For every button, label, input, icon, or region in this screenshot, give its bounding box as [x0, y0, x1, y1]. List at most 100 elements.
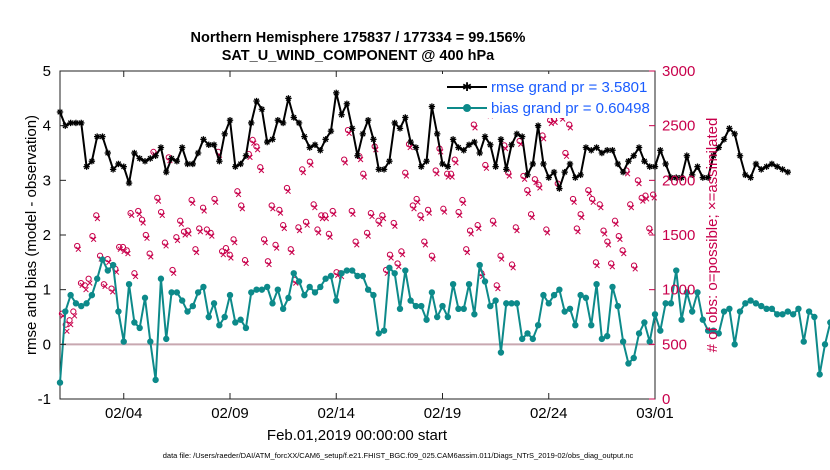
bias-point — [433, 313, 441, 321]
rmse-point-stroke — [211, 142, 217, 148]
rmse-point-stroke — [630, 152, 637, 159]
bias-point — [598, 335, 606, 343]
rmse-point-stroke — [99, 133, 106, 140]
obs-assimilated-point — [552, 119, 558, 126]
rmse-point-stroke — [296, 120, 302, 126]
rmse-point-stroke — [381, 166, 387, 173]
rmse-point — [492, 163, 499, 170]
rmse-point — [518, 133, 526, 140]
bias-point — [710, 327, 717, 334]
obs-assimilated-point — [495, 285, 501, 292]
obs-assimilated-point — [411, 206, 417, 212]
rmse-point-stroke — [684, 152, 690, 159]
bias-point — [131, 319, 138, 326]
obs-assimilated-point — [628, 204, 635, 211]
rmse-point — [561, 168, 568, 176]
bias-point — [449, 281, 457, 288]
obs-assimilated-stroke — [491, 221, 497, 227]
rmse-point — [216, 158, 223, 165]
rmse-point-stroke — [689, 172, 695, 178]
rmse-point-stroke — [163, 169, 170, 175]
obs-assimilated-stroke — [563, 153, 570, 160]
obs-assimilated-stroke — [163, 243, 169, 249]
obs-assimilated-point — [613, 221, 619, 227]
bias-point — [699, 316, 707, 323]
bias-point — [789, 311, 797, 318]
obs-assimilated-point — [418, 215, 425, 222]
rmse-point — [614, 160, 622, 168]
rmse-point — [210, 141, 218, 148]
obs-assimilated-point — [254, 146, 261, 153]
bias-point — [683, 289, 691, 296]
y-tick-label: 0 — [43, 336, 51, 353]
rmse-point-stroke — [269, 136, 276, 143]
obs-assimilated-point — [636, 180, 642, 187]
obs-assimilated-point — [231, 239, 238, 246]
rmse-point — [481, 133, 489, 140]
obs-assimilated-point — [64, 328, 70, 334]
rmse-point — [386, 158, 393, 165]
obs-assimilated-point — [601, 231, 608, 237]
bias-point — [540, 291, 547, 299]
obs-assimilated-stroke — [632, 266, 638, 272]
bias-point — [333, 297, 340, 304]
obs-assimilated-stroke — [270, 206, 276, 212]
bias-point — [301, 291, 308, 299]
y-right-tick-label: 3000 — [662, 63, 695, 80]
obs-assimilated-point — [525, 190, 532, 197]
obs-assimilated-point — [163, 243, 169, 249]
bias-point — [258, 286, 266, 293]
bias-point — [327, 272, 335, 280]
obs-assimilated-stroke — [350, 211, 356, 217]
chart-subtitle: SAT_U_WIND_COMPONENT @ 400 hPa — [222, 48, 495, 64]
rmse-point-stroke — [306, 144, 313, 151]
rmse-point — [667, 174, 675, 181]
obs-assimilated-point — [544, 230, 551, 236]
x-tick-label: 02/09 — [211, 405, 249, 422]
bias-point — [83, 300, 90, 307]
obs-assimilated-stroke — [209, 233, 215, 239]
rmse-point — [577, 171, 584, 179]
obs-assimilated-point — [235, 191, 242, 198]
obs-assimilated-stroke — [426, 210, 433, 216]
rmse-point-stroke — [328, 128, 334, 134]
rmse-point-stroke — [120, 163, 127, 170]
rmse-point-stroke — [662, 161, 669, 167]
rmse-point-stroke — [333, 90, 340, 96]
rmse-point — [630, 152, 637, 159]
obs-assimilated-stroke — [422, 242, 429, 248]
obs-assimilated-point — [174, 237, 181, 244]
obs-possible-point — [127, 210, 134, 217]
obs-assimilated-stroke — [495, 285, 501, 292]
obs-assimilated-stroke — [79, 282, 85, 289]
bias-point — [248, 289, 255, 296]
rmse-point-stroke — [227, 117, 233, 123]
rmse-point-stroke — [317, 147, 324, 154]
rmse-point-stroke — [450, 136, 456, 143]
obs-assimilated-stroke — [540, 136, 547, 142]
y-tick-label: 3 — [43, 172, 51, 189]
bias-point — [720, 308, 728, 315]
rmse-point — [173, 158, 181, 165]
bias-point — [173, 289, 181, 296]
rmse-point-stroke — [110, 166, 116, 173]
obs-assimilated-stroke — [346, 130, 352, 137]
obs-assimilated-point — [594, 262, 600, 269]
obs-assimilated-point — [529, 214, 535, 221]
obs-assimilated-stroke — [548, 120, 555, 127]
rmse-point — [412, 144, 420, 151]
obs-assimilated-point — [510, 265, 516, 271]
rmse-point-stroke — [248, 120, 255, 126]
obs-assimilated-point — [277, 210, 284, 216]
obs-assimilated-stroke — [182, 232, 188, 238]
rmse-point-stroke — [556, 185, 563, 192]
obs-assimilated-stroke — [190, 200, 196, 207]
bias-point — [200, 283, 207, 291]
obs-assimilated-point — [266, 261, 272, 268]
rmse-point-stroke — [94, 133, 100, 140]
bias-point — [444, 313, 452, 321]
rmse-point-stroke — [763, 163, 770, 170]
rmse-point — [784, 168, 792, 176]
bias-point — [625, 360, 632, 367]
obs-assimilated-stroke — [624, 171, 631, 177]
